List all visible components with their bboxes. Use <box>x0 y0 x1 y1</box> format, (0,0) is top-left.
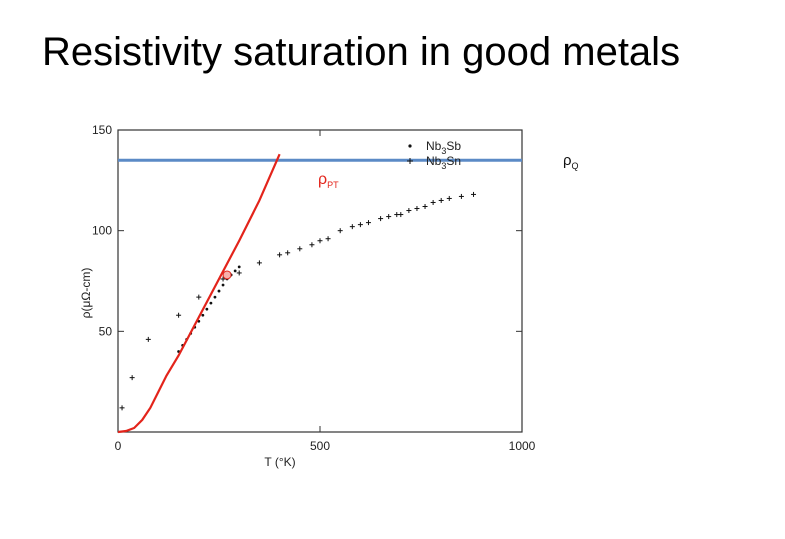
nb3sn-point <box>365 220 371 226</box>
nb3sn-point <box>378 216 384 222</box>
nb3sn-point <box>422 204 428 210</box>
y-axis-label: ρ(μΩ-cm) <box>79 268 93 319</box>
y-axis-ticks: 50 100 150 <box>92 123 522 338</box>
nb3sn-point <box>297 246 303 252</box>
rho-q-label: ρQ <box>563 152 579 171</box>
y-tick-label: 150 <box>92 123 112 137</box>
highlight-point <box>222 270 232 280</box>
nb3sn-point <box>317 238 323 244</box>
nb3sn-point <box>119 405 125 411</box>
nb3sn-point <box>406 208 412 214</box>
x-tick-label: 0 <box>115 439 122 453</box>
nb3sn-point <box>220 276 226 282</box>
nb3sn-point <box>256 260 262 266</box>
nb3sb-point <box>213 295 217 299</box>
y-tick-label: 50 <box>99 324 113 338</box>
nb3sb-point <box>217 289 221 293</box>
x-tick-label: 500 <box>310 439 330 453</box>
nb3sn-point <box>176 312 182 318</box>
nb3sn-point <box>145 336 151 342</box>
nb3sn-point <box>430 199 436 205</box>
nb3sn-point <box>471 191 477 197</box>
nb3sn-point <box>236 270 242 276</box>
fit-line-rho-pt <box>117 153 281 434</box>
legend-label: Nb3Sn <box>426 154 461 171</box>
y-tick-label: 100 <box>92 224 112 238</box>
nb3sn-point <box>386 214 392 220</box>
legend-label: Nb3Sb <box>426 139 461 156</box>
nb3sn-point <box>357 222 363 228</box>
nb3sb-point <box>237 265 241 269</box>
nb3sn-point <box>398 212 404 218</box>
nb3sn-point <box>309 242 315 248</box>
slide-title: Resistivity saturation in good metals <box>42 30 681 74</box>
nb3sn-point <box>277 252 283 258</box>
data-markers <box>119 191 477 411</box>
nb3sn-point <box>446 195 452 201</box>
nb3sn-point <box>414 206 420 212</box>
nb3sb-point <box>221 283 225 287</box>
x-axis-ticks: 0 500 1000 <box>115 130 536 453</box>
x-axis-label: T (°K) <box>264 455 295 469</box>
nb3sn-point <box>129 375 135 381</box>
x-tick-label: 1000 <box>509 439 536 453</box>
nb3sn-point <box>325 236 331 242</box>
nb3sn-point <box>349 224 355 230</box>
nb3sn-point <box>458 193 464 199</box>
nb3sn-point <box>285 250 291 256</box>
nb3sn-point <box>337 228 343 234</box>
nb3sb-point <box>233 269 237 273</box>
nb3sb-point <box>205 307 209 311</box>
legend-marker-nb3sb <box>408 144 412 148</box>
rho-pt-label: ρPT <box>318 171 339 190</box>
nb3sn-point <box>438 197 444 203</box>
nb3sb-point <box>209 301 213 305</box>
nb3sn-point <box>196 294 202 300</box>
nb3sb-point <box>201 313 205 317</box>
